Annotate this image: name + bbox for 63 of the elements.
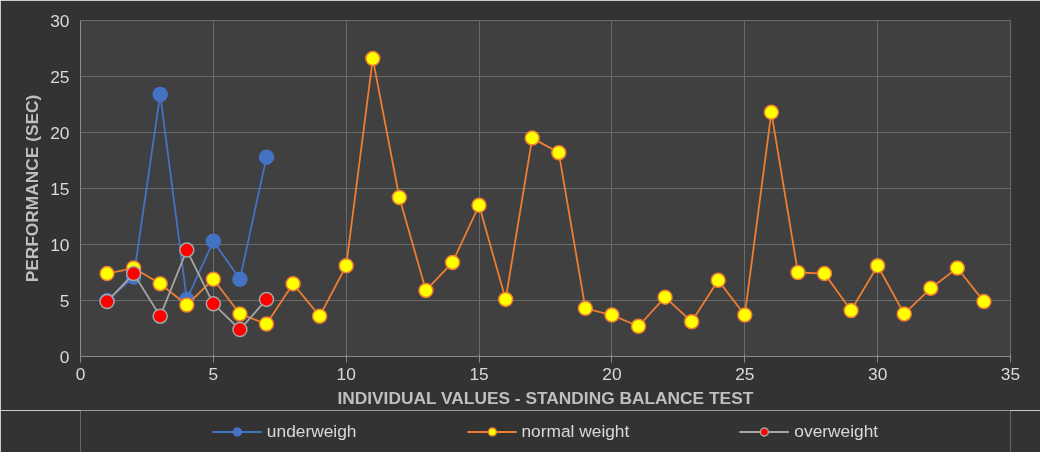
point (179, 242, 195, 258)
point (232, 271, 248, 287)
point (524, 130, 540, 146)
point (657, 289, 673, 305)
legend-label: overweight (794, 420, 879, 442)
point (683, 314, 700, 330)
point (391, 189, 408, 206)
point (311, 308, 328, 324)
point (179, 297, 195, 313)
point (737, 307, 753, 323)
y-tick-label: 15 (50, 178, 70, 199)
point (205, 271, 222, 287)
point (763, 104, 780, 121)
point (258, 149, 275, 165)
point (258, 316, 275, 332)
point (577, 300, 594, 317)
point (710, 272, 726, 289)
point (869, 258, 886, 274)
y-tick-label: 10 (50, 234, 70, 255)
point (418, 282, 434, 299)
point (976, 293, 992, 310)
x-tick-label: 35 (1000, 363, 1021, 384)
legend-label: underweigh (266, 420, 357, 442)
point (152, 308, 168, 324)
point (843, 302, 859, 319)
point (258, 291, 275, 308)
point (125, 265, 142, 282)
point (232, 306, 248, 322)
x-tick-label: 25 (735, 363, 755, 384)
point (152, 86, 168, 103)
point (816, 265, 833, 282)
point (790, 264, 806, 281)
point (551, 144, 567, 161)
x-axis-title: INDIVIDUAL VALUES - STANDING BALANCE TEST (337, 387, 754, 408)
point (232, 321, 248, 338)
y-tick-label: 5 (59, 290, 70, 311)
point (365, 50, 381, 67)
point (949, 260, 966, 276)
point (152, 275, 168, 292)
y-tick-label: 25 (50, 66, 70, 87)
point (205, 233, 222, 249)
point (205, 296, 222, 312)
point (896, 306, 912, 322)
point (630, 318, 647, 334)
y-tick-label: 30 (50, 10, 70, 31)
x-tick-label: 20 (602, 363, 622, 384)
x-tick-label: 0 (75, 363, 86, 384)
point (338, 258, 354, 274)
y-tick-label: 20 (50, 122, 70, 143)
x-tick-label: 15 (469, 363, 489, 384)
point (444, 254, 461, 271)
legend-label: normal weight (521, 420, 630, 442)
point (99, 265, 115, 282)
x-tick-label: 10 (336, 363, 356, 384)
point (471, 197, 487, 214)
x-tick-label: 30 (868, 363, 888, 384)
point (285, 275, 301, 292)
x-tick-label: 5 (208, 363, 219, 384)
point (604, 307, 620, 323)
y-axis-title: PERFORMANCE (SEC) (22, 94, 43, 283)
point (497, 291, 514, 308)
y-tick-label: 0 (59, 346, 70, 367)
point (923, 280, 939, 296)
